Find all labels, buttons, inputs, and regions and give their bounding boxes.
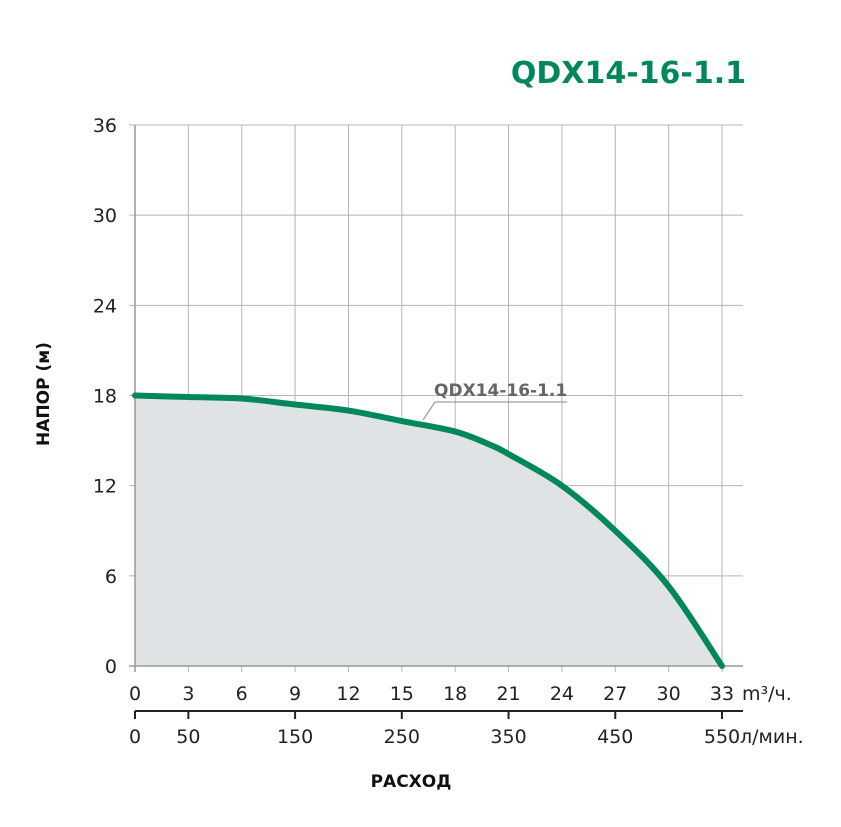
x-tick-label: 21 — [496, 683, 520, 705]
x-tick-label: 18 — [443, 683, 467, 705]
x-tick-label: 3 — [182, 683, 194, 705]
x2-tick-label: 0 — [129, 726, 141, 748]
y-tick-label: 36 — [93, 115, 117, 137]
y-tick-label: 12 — [93, 476, 117, 498]
x-tick-label: 33 — [710, 683, 734, 705]
x-tick-label: 12 — [336, 683, 360, 705]
chart-title: QDX14-16-1.1 — [511, 56, 746, 91]
x-tick-label: 27 — [603, 683, 627, 705]
x-tick-label: 6 — [236, 683, 248, 705]
x-axis-title: РАСХОД — [371, 772, 452, 792]
x-tick-label: 24 — [550, 683, 574, 705]
y-axis-title: НАПОР (м) — [34, 342, 54, 446]
curve-label-leader — [422, 401, 567, 421]
x-tick-label: 9 — [289, 683, 301, 705]
x2-unit-label: л/мин. — [740, 726, 804, 748]
x-tick-label: 30 — [657, 683, 681, 705]
curve-label: QDX14-16-1.1 — [434, 381, 567, 401]
x-unit-label: m³/ч. — [742, 683, 792, 705]
x2-tick-label: 550 — [704, 726, 740, 748]
x2-tick-label: 350 — [490, 726, 526, 748]
x2-tick-label: 150 — [277, 726, 313, 748]
y-tick-label: 24 — [93, 295, 117, 317]
y-tick-label: 30 — [93, 205, 117, 227]
x2-tick-label: 450 — [597, 726, 633, 748]
x-tick-label: 15 — [390, 683, 414, 705]
x2-tick-label: 50 — [176, 726, 200, 748]
y-tick-label: 6 — [105, 566, 117, 588]
x2-tick-label: 250 — [384, 726, 420, 748]
y-tick-label: 0 — [105, 656, 117, 678]
y-tick-label: 18 — [93, 386, 117, 408]
x-tick-label: 0 — [129, 683, 141, 705]
series-curve-qdx14-16-1.1 — [132, 392, 725, 669]
curve-fill-area — [135, 395, 722, 666]
